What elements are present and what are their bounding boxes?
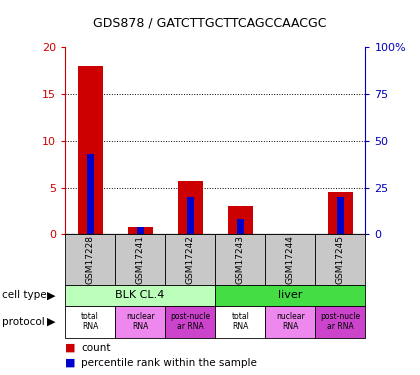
Bar [228, 206, 253, 234]
Bar [178, 181, 203, 234]
Text: GSM17244: GSM17244 [286, 235, 295, 284]
Bar [265, 306, 315, 338]
Bar [165, 234, 215, 285]
Bar [115, 234, 165, 285]
Text: percentile rank within the sample: percentile rank within the sample [81, 358, 257, 368]
Bar [187, 197, 194, 234]
Text: ▶: ▶ [47, 290, 55, 300]
Bar [65, 306, 115, 338]
Text: nuclear
RNA: nuclear RNA [126, 312, 155, 331]
Text: BLK CL.4: BLK CL.4 [116, 290, 165, 300]
Bar [215, 234, 265, 285]
Bar [165, 306, 215, 338]
Text: GSM17242: GSM17242 [186, 235, 195, 284]
Bar [265, 234, 315, 285]
Text: count: count [81, 343, 110, 352]
Bar [315, 306, 365, 338]
Text: ■: ■ [65, 358, 76, 368]
Bar [215, 285, 365, 306]
Text: post-nucle
ar RNA: post-nucle ar RNA [170, 312, 210, 331]
Text: ■: ■ [65, 343, 76, 352]
Bar [136, 227, 144, 234]
Text: total
RNA: total RNA [231, 312, 249, 331]
Text: GSM17228: GSM17228 [86, 235, 94, 284]
Text: GSM17243: GSM17243 [236, 235, 245, 284]
Bar [65, 234, 115, 285]
Text: post-nucle
ar RNA: post-nucle ar RNA [320, 312, 360, 331]
Bar [87, 154, 94, 234]
Text: total
RNA: total RNA [81, 312, 99, 331]
Bar [328, 192, 353, 234]
Text: ▶: ▶ [47, 316, 55, 327]
Bar [237, 219, 244, 234]
Text: GSM17245: GSM17245 [336, 235, 345, 284]
Text: cell type: cell type [2, 290, 47, 300]
Bar [65, 285, 215, 306]
Bar [128, 227, 153, 234]
Text: nuclear
RNA: nuclear RNA [276, 312, 304, 331]
Bar [78, 66, 102, 234]
Bar [215, 306, 265, 338]
Text: liver: liver [278, 290, 302, 300]
Bar [115, 306, 165, 338]
Text: protocol: protocol [2, 316, 45, 327]
Bar [337, 197, 344, 234]
Bar [315, 234, 365, 285]
Text: GDS878 / GATCTTGCTTCAGCCAACGC: GDS878 / GATCTTGCTTCAGCCAACGC [93, 17, 327, 30]
Text: GSM17241: GSM17241 [136, 235, 144, 284]
